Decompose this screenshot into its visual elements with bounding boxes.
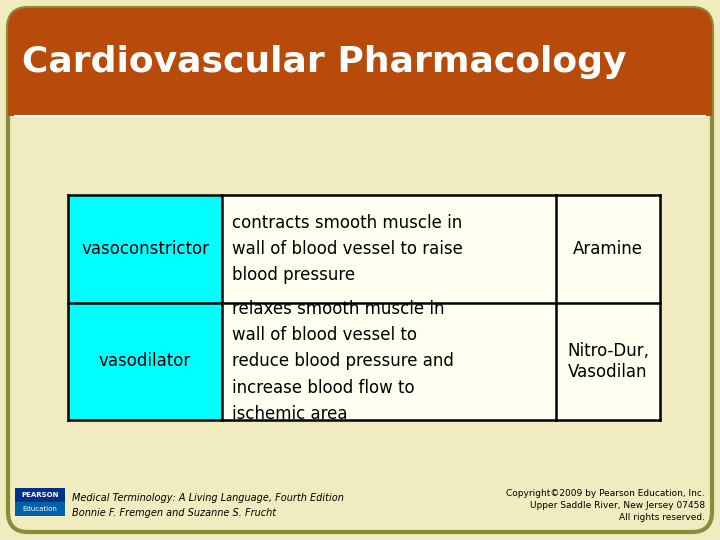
- Text: Bonnie F. Fremgen and Suzanne S. Frucht: Bonnie F. Fremgen and Suzanne S. Frucht: [72, 508, 276, 518]
- Bar: [68, 303, 222, 420]
- Text: relaxes smooth muscle in
wall of blood vessel to
reduce blood pressure and
incre: relaxes smooth muscle in wall of blood v…: [232, 300, 454, 423]
- Text: All rights reserved.: All rights reserved.: [619, 514, 705, 523]
- Text: Aramine: Aramine: [573, 240, 643, 258]
- Bar: [556, 195, 660, 303]
- FancyBboxPatch shape: [8, 8, 712, 116]
- Text: PEARSON: PEARSON: [22, 492, 59, 498]
- Text: vasoconstrictor: vasoconstrictor: [81, 240, 209, 258]
- Text: Copyright©2009 by Pearson Education, Inc.: Copyright©2009 by Pearson Education, Inc…: [506, 489, 705, 498]
- Bar: [222, 303, 556, 420]
- Bar: [8, 91, 712, 116]
- Text: vasodilator: vasodilator: [99, 353, 191, 370]
- Text: Education: Education: [22, 506, 58, 512]
- Text: Upper Saddle River, New Jersey 07458: Upper Saddle River, New Jersey 07458: [530, 502, 705, 510]
- Text: Medical Terminology: A Living Language, Fourth Edition: Medical Terminology: A Living Language, …: [72, 493, 344, 503]
- Text: Cardiovascular Pharmacology: Cardiovascular Pharmacology: [22, 45, 626, 79]
- Text: Nitro-Dur,
Vasodilan: Nitro-Dur, Vasodilan: [567, 342, 649, 381]
- Text: contracts smooth muscle in
wall of blood vessel to raise
blood pressure: contracts smooth muscle in wall of blood…: [232, 214, 463, 285]
- Bar: [15, 502, 65, 516]
- Bar: [222, 195, 556, 303]
- Bar: [556, 303, 660, 420]
- Bar: [15, 488, 65, 502]
- FancyBboxPatch shape: [8, 8, 712, 532]
- Bar: [68, 195, 222, 303]
